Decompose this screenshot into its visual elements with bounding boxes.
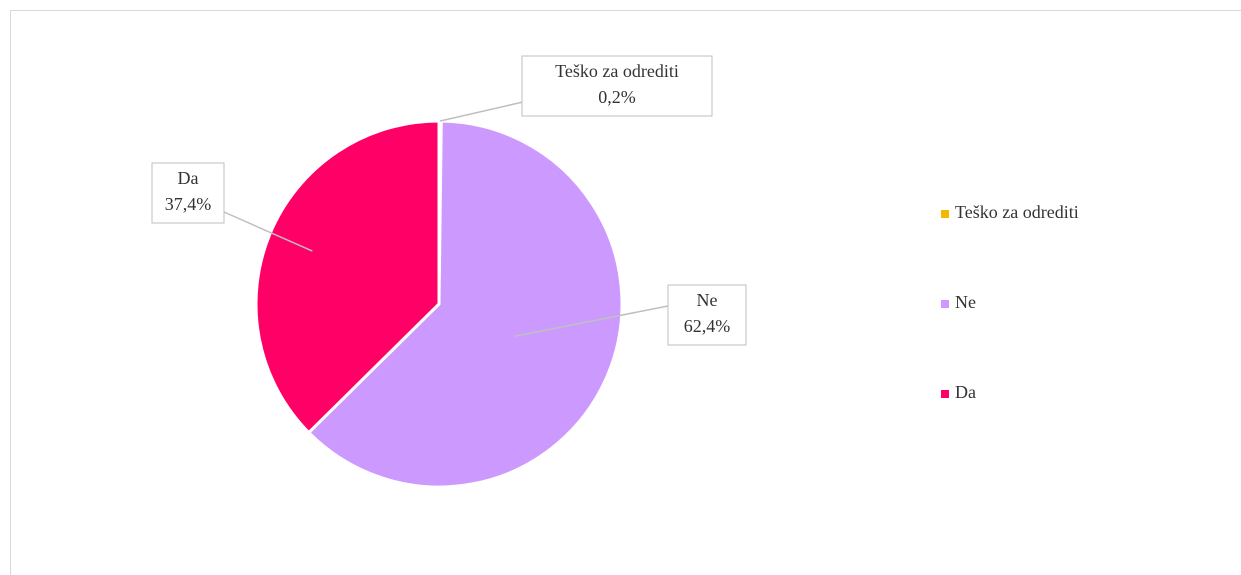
label-value: 0,2% bbox=[598, 87, 636, 107]
legend-swatch bbox=[941, 210, 949, 218]
leader-line bbox=[439, 101, 524, 122]
label-value: 62,4% bbox=[684, 316, 731, 336]
legend-label: Da bbox=[955, 382, 976, 402]
legend-swatch bbox=[941, 300, 949, 308]
legend-label: Teško za odrediti bbox=[955, 202, 1079, 222]
pie-slice bbox=[306, 119, 624, 489]
legend-swatch bbox=[941, 390, 949, 398]
label-category: Da bbox=[178, 168, 199, 188]
leader-line bbox=[514, 305, 669, 337]
pie-slice bbox=[254, 119, 441, 435]
label-category: Teško za odrediti bbox=[555, 61, 679, 81]
label-box bbox=[521, 55, 713, 117]
leader-line bbox=[223, 211, 313, 252]
label-box bbox=[667, 284, 747, 346]
legend-label: Ne bbox=[955, 292, 976, 312]
label-box bbox=[151, 162, 225, 224]
label-value: 37,4% bbox=[165, 194, 212, 214]
label-category: Ne bbox=[697, 290, 718, 310]
